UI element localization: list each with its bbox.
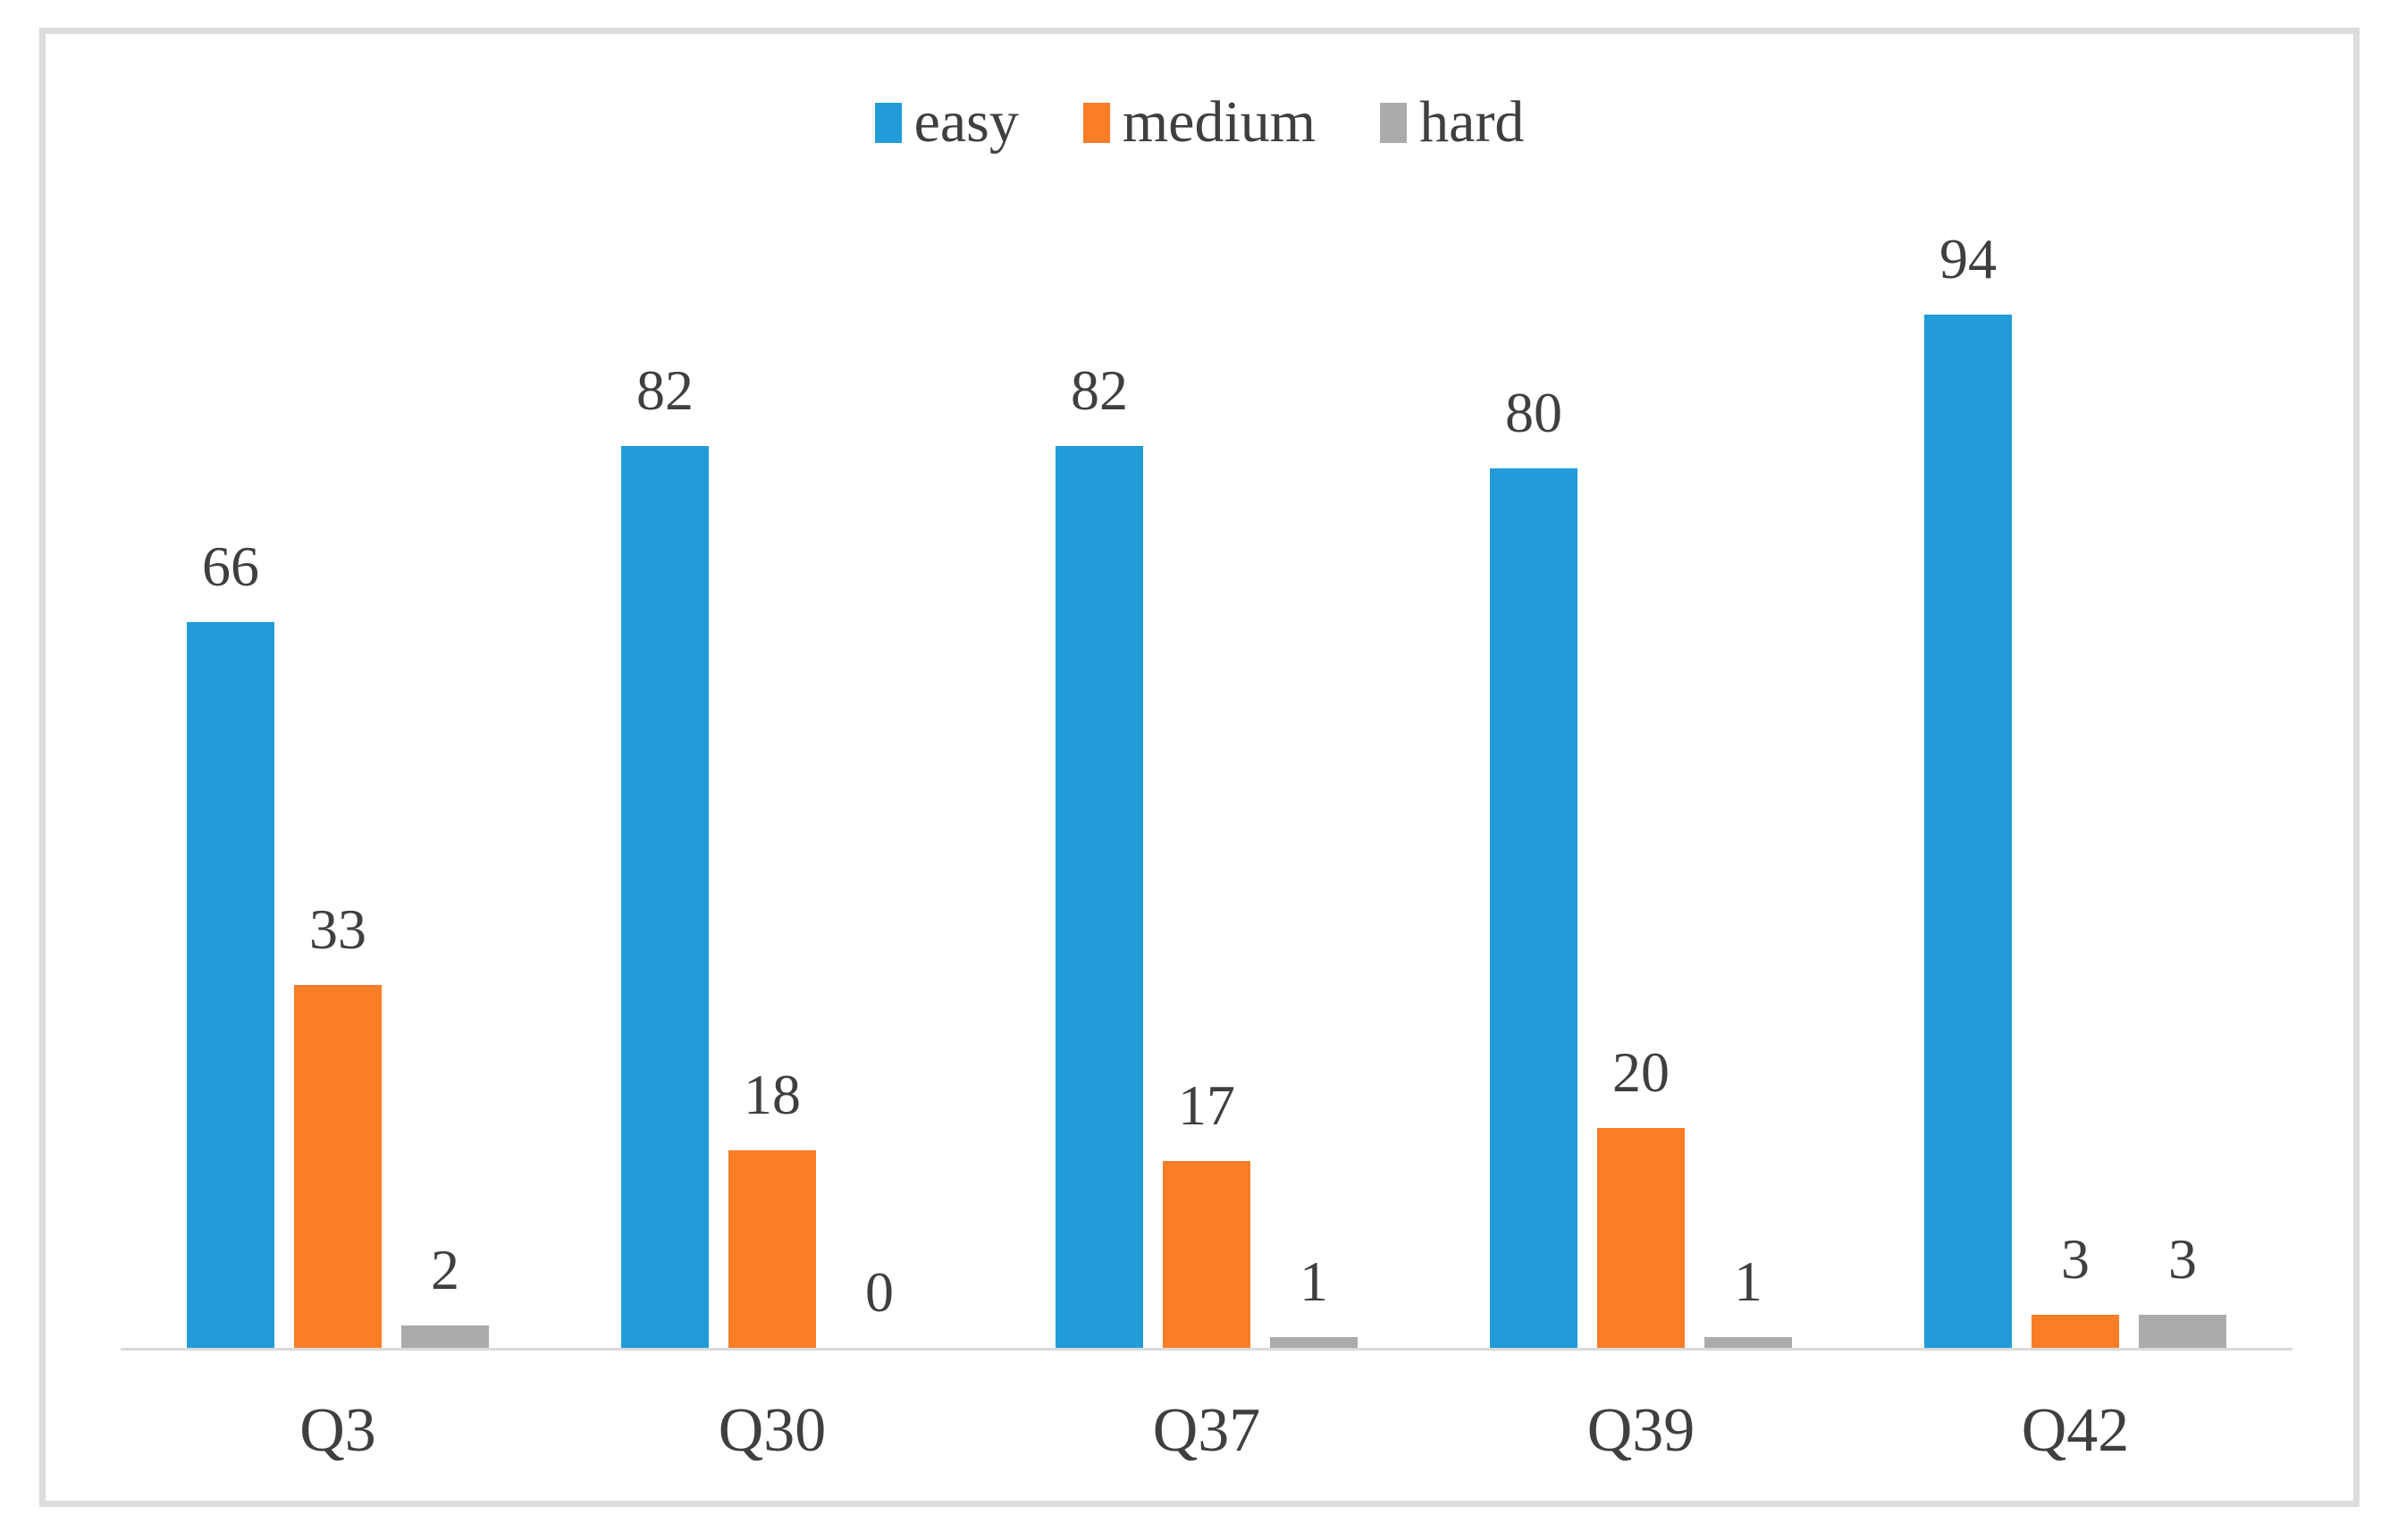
legend-item-easy: easy: [874, 89, 1019, 155]
legend-swatch-easy: [874, 102, 902, 143]
category-label: Q30: [718, 1396, 827, 1465]
data-label: 0: [865, 1260, 894, 1324]
bar-cluster: 82 17 1: [1056, 195, 1358, 1348]
category-label: Q3: [299, 1396, 376, 1465]
category-label: Q37: [1152, 1396, 1261, 1465]
legend-swatch-medium: [1082, 102, 1110, 143]
bar-slot-easy: 66: [187, 195, 274, 1348]
data-label: 82: [636, 358, 694, 422]
bar-group: 82 17 1 Q37: [989, 195, 1424, 1462]
bar-easy: [1056, 446, 1143, 1348]
bar-group: 66 33 2 Q3: [121, 195, 555, 1462]
bar-slot-hard: 0: [836, 195, 923, 1348]
bar-slot-easy: 80: [1490, 195, 1577, 1348]
bar-group: 94 3 3 Q42: [1858, 195, 2292, 1462]
data-label: 80: [1505, 381, 1562, 444]
data-label: 94: [1939, 227, 1997, 290]
bar-slot-medium: 33: [294, 195, 382, 1348]
chart-frame: easy medium hard 66 33 2 Q3 82 18 0 Q30 82 17 1 Q37…: [39, 28, 2360, 1507]
data-label: 2: [431, 1238, 459, 1301]
bar-cluster: 66 33 2: [187, 195, 489, 1348]
legend-swatch-hard: [1380, 102, 1408, 143]
bar-easy: [1924, 315, 2012, 1348]
bar-slot-hard: 2: [401, 195, 489, 1348]
bar-slot-easy: 94: [1924, 195, 2012, 1348]
bar-hard: [1704, 1337, 1792, 1348]
bar-slot-medium: 3: [2032, 195, 2119, 1348]
bar-medium: [294, 985, 382, 1348]
bar-hard: [1270, 1337, 1358, 1348]
bar-group: 82 18 0 Q30: [555, 195, 989, 1462]
data-label: 20: [1612, 1040, 1670, 1104]
data-label: 1: [1734, 1250, 1762, 1313]
bar-easy: [621, 446, 709, 1348]
bar-cluster: 80 20 1: [1490, 195, 1792, 1348]
legend-label-hard: hard: [1419, 89, 1525, 155]
bar-slot-hard: 3: [2139, 195, 2226, 1348]
bar-cluster: 82 18 0: [621, 195, 923, 1348]
bar-hard: [2139, 1315, 2226, 1348]
bar-slot-easy: 82: [1056, 195, 1143, 1348]
bar-cluster: 94 3 3: [1924, 195, 2226, 1348]
data-label: 82: [1071, 358, 1128, 422]
data-label: 1: [1300, 1250, 1328, 1313]
bar-slot-hard: 1: [1704, 195, 1792, 1348]
bar-slot-medium: 18: [728, 195, 816, 1348]
data-label: 3: [2061, 1227, 2090, 1291]
bar-medium: [1597, 1128, 1685, 1348]
bar-hard: [401, 1325, 489, 1348]
legend-item-medium: medium: [1082, 89, 1317, 155]
bar-slot-medium: 17: [1163, 195, 1250, 1348]
legend-label-easy: easy: [913, 89, 1019, 155]
category-label: Q42: [2021, 1396, 2130, 1465]
bar-medium: [2032, 1315, 2119, 1348]
legend-item-hard: hard: [1380, 93, 1524, 152]
bar-medium: [728, 1150, 816, 1348]
data-label: 17: [1178, 1073, 1235, 1137]
legend: easy medium hard: [46, 93, 2353, 152]
data-label: 66: [202, 534, 259, 598]
bar-slot-easy: 82: [621, 195, 709, 1348]
x-axis-line: [121, 1348, 2292, 1351]
bar-medium: [1163, 1161, 1250, 1348]
plot-area: 66 33 2 Q3 82 18 0 Q30 82 17 1 Q37 80 20 1 Q39 94 3 3 Q42: [121, 195, 2292, 1462]
bar-easy: [187, 622, 274, 1348]
legend-label-medium: medium: [1122, 89, 1317, 155]
plot-groups: 66 33 2 Q3 82 18 0 Q30 82 17 1 Q37 80 20 1 Q39 94 3 3 Q42: [121, 195, 2292, 1462]
data-label: 3: [2168, 1227, 2197, 1291]
bar-easy: [1490, 468, 1577, 1348]
data-label: 18: [744, 1063, 801, 1126]
category-label: Q39: [1586, 1396, 1695, 1465]
bar-slot-medium: 20: [1597, 195, 1685, 1348]
data-label: 33: [309, 897, 366, 961]
bar-slot-hard: 1: [1270, 195, 1358, 1348]
bar-group: 80 20 1 Q39: [1424, 195, 1858, 1462]
